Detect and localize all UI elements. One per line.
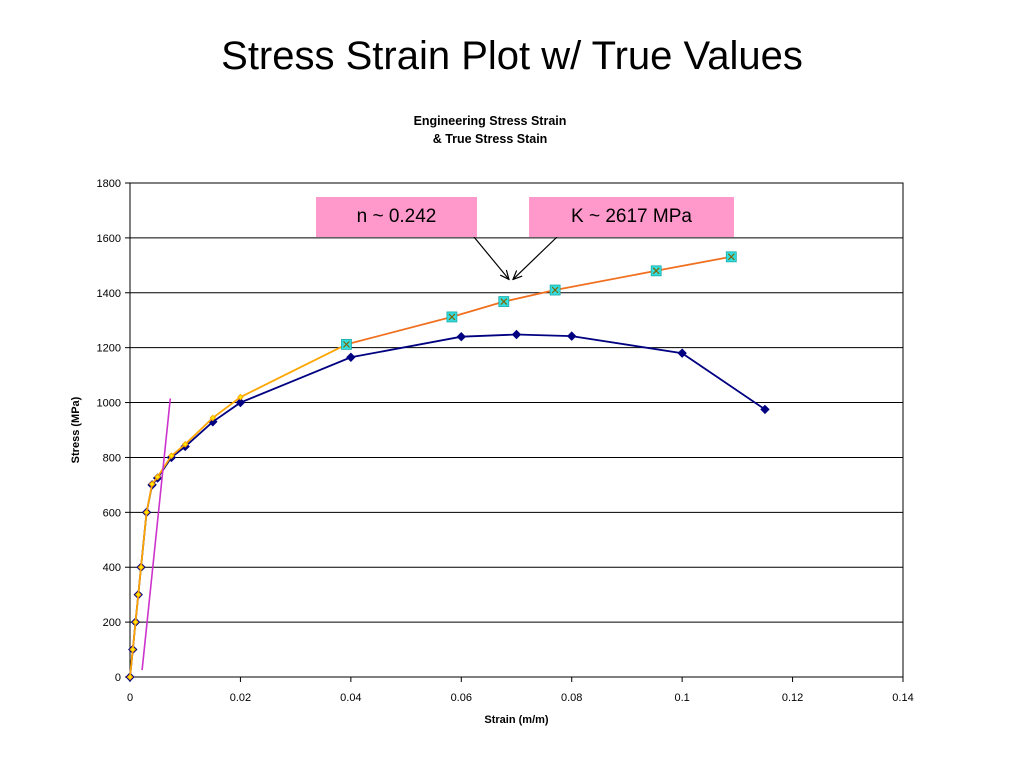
y-tick-label: 1600 xyxy=(97,233,121,245)
series-1-point xyxy=(154,473,161,481)
x-axis-label: Strain (m/m) xyxy=(484,714,549,726)
y-tick-label: 1000 xyxy=(97,398,121,410)
series-1-point xyxy=(129,646,137,653)
y-tick-label: 1200 xyxy=(97,343,121,355)
series-0-point xyxy=(235,397,246,408)
y-tick-label: 200 xyxy=(103,617,121,629)
series-1-point xyxy=(168,452,175,460)
x-tick-label: 0.04 xyxy=(340,692,361,704)
annotation-n-value: n ~ 0.242 xyxy=(316,197,477,237)
series-0-point xyxy=(346,352,356,362)
series-1-point xyxy=(137,563,145,571)
x-tick-label: 0.02 xyxy=(230,692,251,704)
y-axis-label: Stress (MPa) xyxy=(70,396,82,463)
arrow-k xyxy=(513,236,558,279)
series-2-line xyxy=(346,255,732,346)
chart-title-line-2: & True Stress Stain xyxy=(432,132,548,146)
series-group xyxy=(125,251,770,682)
series-0-line xyxy=(129,333,766,678)
series-1-point xyxy=(132,618,139,626)
series-2-point xyxy=(498,296,510,307)
series-0-point xyxy=(456,331,466,342)
series-2-point xyxy=(725,251,737,263)
series-1-point xyxy=(134,591,142,598)
series-0-point xyxy=(760,404,770,415)
series-0-point xyxy=(511,329,522,340)
x-tick-label: 0.12 xyxy=(782,692,803,704)
y-tick-label: 800 xyxy=(103,452,121,464)
x-tick-label: 0.1 xyxy=(674,692,689,704)
annotation-arrows xyxy=(473,236,558,279)
x-tick-label: 0.08 xyxy=(561,692,582,704)
y-tick-label: 400 xyxy=(103,562,121,574)
series-1-line xyxy=(129,343,347,678)
series-3-line xyxy=(141,398,172,671)
plot-area-frame xyxy=(129,182,904,678)
series-1-point xyxy=(181,440,189,448)
slide-title: Stress Strain Plot w/ True Values xyxy=(221,34,803,78)
series-2-point xyxy=(650,265,662,277)
y-tick-label: 1400 xyxy=(97,288,121,300)
x-tick-label: 0.14 xyxy=(892,692,913,704)
series-1-point xyxy=(126,673,134,681)
series-2-point xyxy=(341,338,352,350)
arrow-n xyxy=(473,236,509,279)
y-tick-label: 0 xyxy=(115,672,121,684)
series-2-point xyxy=(446,311,458,323)
y-tick-label: 600 xyxy=(103,507,121,519)
series-1-point xyxy=(143,509,150,516)
axes: 0 200 400 600 800 1000 1200 1400 1600 1800 0 0.02 0.… xyxy=(97,178,914,704)
gridlines xyxy=(130,237,903,623)
series-1-point xyxy=(148,480,156,488)
x-tick-label: 0 xyxy=(127,692,133,704)
series-1-point xyxy=(237,393,244,401)
series-1-point xyxy=(209,414,217,422)
y-tick-label: 1800 xyxy=(97,178,121,190)
annotation-k-value: K ~ 2617 MPa xyxy=(529,197,734,237)
series-2-point xyxy=(549,284,561,296)
x-tick-label: 0.06 xyxy=(451,692,472,704)
series-0-point xyxy=(677,348,687,358)
chart-title: Engineering Stress Strain & True Stress … xyxy=(340,112,640,148)
series-0-point xyxy=(567,331,577,341)
chart-title-line-1: Engineering Stress Strain xyxy=(413,114,567,128)
